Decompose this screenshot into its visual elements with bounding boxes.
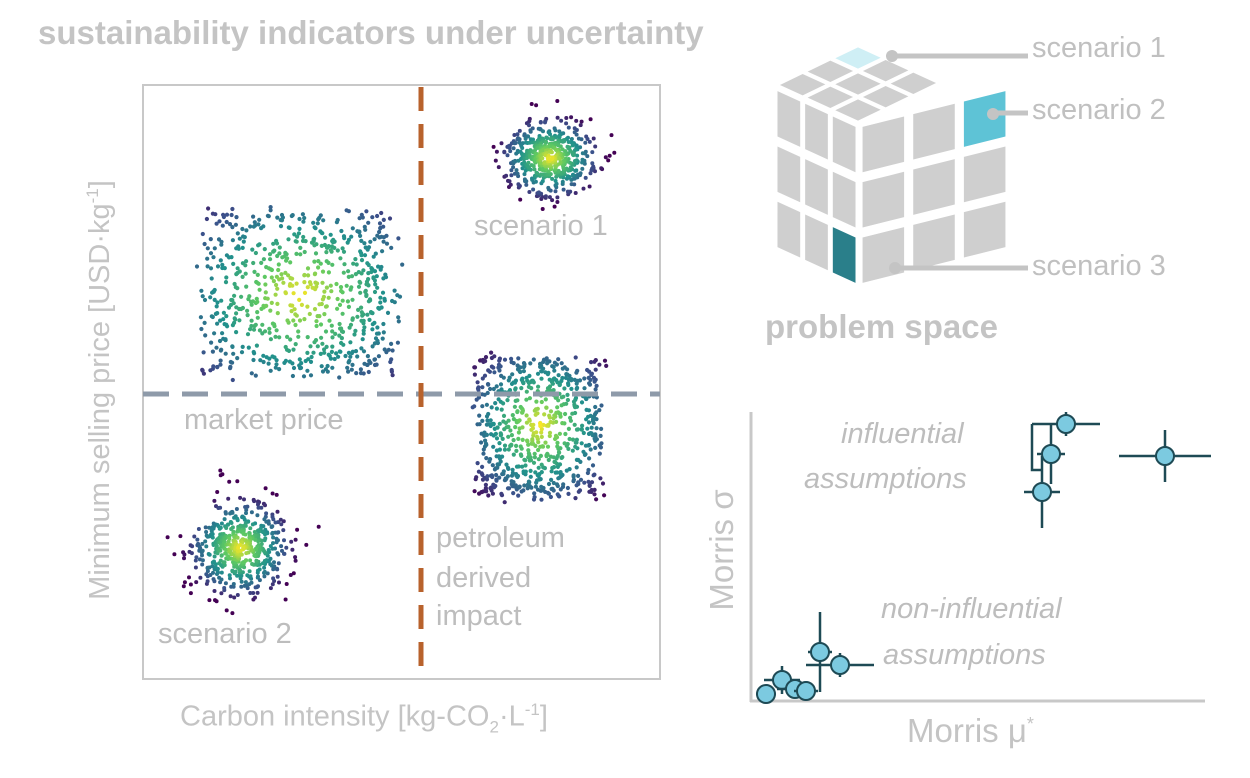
- morris-points: [756, 412, 1211, 704]
- cube-top-tile: [807, 60, 854, 82]
- morris-point: [1037, 424, 1065, 484]
- noninfluential-label-line1: non-influential: [881, 593, 1062, 625]
- cube-left-tile: [832, 171, 856, 228]
- cube-tiles: [777, 47, 1006, 283]
- cube-left-tile: [832, 116, 856, 173]
- morris-point: [1024, 456, 1060, 528]
- scenario2-pointer-dot: [987, 108, 999, 120]
- petroleum-label-line2: derived: [436, 562, 532, 594]
- cube-top-tile: [807, 86, 854, 108]
- cloud-scenario-1: [491, 99, 617, 211]
- cube-top-tile: [835, 73, 881, 95]
- cube-scenario2-label: scenario 2: [1032, 94, 1166, 126]
- scatter-x-axis-label: Carbon intensity [kg-CO2·L-1]: [180, 700, 548, 737]
- page-title: sustainability indicators under uncertai…: [38, 14, 704, 51]
- morris-point: [806, 653, 874, 677]
- scenario1-pointer-dot: [886, 50, 898, 62]
- cube-right-tile: [913, 103, 955, 160]
- cube-left-tile: [777, 201, 801, 258]
- cloud-base-case: [194, 205, 405, 383]
- morris-point: [756, 684, 776, 704]
- scenario3-pointer-dot: [889, 262, 901, 274]
- cube-right-tile: [862, 116, 905, 173]
- cube-scenario3-label: scenario 3: [1032, 250, 1166, 282]
- cube-tile-scenario3: [832, 227, 856, 283]
- cube-top-tile: [862, 86, 909, 108]
- cube-left-tile: [805, 214, 828, 271]
- influential-label-line2: assumptions: [804, 463, 967, 495]
- cube-top-tile: [862, 60, 909, 82]
- petroleum-label-line3: impact: [436, 600, 522, 632]
- scatter-scenario1-label: scenario 1: [474, 210, 608, 242]
- cube-right-tile: [963, 146, 1006, 203]
- cube-left-tile: [777, 91, 801, 147]
- morris-point: [1119, 430, 1211, 482]
- petroleum-label-line1: petroleum: [436, 522, 565, 554]
- problem-space-caption: problem space: [765, 308, 998, 345]
- morris-x-axis-label: Morris μ*: [907, 712, 1034, 749]
- cube-top-tile: [890, 72, 937, 94]
- cube-left-tile: [805, 103, 828, 160]
- scatter-clouds: [165, 99, 617, 616]
- morris-connector: [1030, 424, 1042, 472]
- cloud-scenario-2: [165, 468, 321, 616]
- morris-point: [1032, 412, 1100, 436]
- influential-label-line1: influential: [841, 418, 964, 450]
- scatter-frame: [142, 84, 661, 680]
- cube-top-tile: [779, 74, 826, 96]
- cube-right-tile: [963, 201, 1006, 258]
- morris-point: [808, 612, 832, 692]
- cube-right-tile: [913, 159, 955, 215]
- cube-right-tile: [913, 214, 955, 271]
- morris-y-axis-label: Morris σ: [703, 489, 740, 611]
- cube-top-tile: [835, 99, 881, 121]
- cube-left-tile: [777, 146, 801, 203]
- cube-tile-scenario1: [835, 47, 881, 69]
- scatter-scenario2-label: scenario 2: [158, 618, 292, 650]
- morris-point: [794, 681, 818, 701]
- cube-scenario1-label: scenario 1: [1032, 32, 1166, 64]
- cube-tile-scenario2: [963, 91, 1006, 147]
- market-price-label: market price: [184, 404, 344, 436]
- noninfluential-label-line2: assumptions: [883, 639, 1046, 671]
- cube-right-tile: [862, 171, 905, 228]
- cube-left-tile: [805, 159, 828, 215]
